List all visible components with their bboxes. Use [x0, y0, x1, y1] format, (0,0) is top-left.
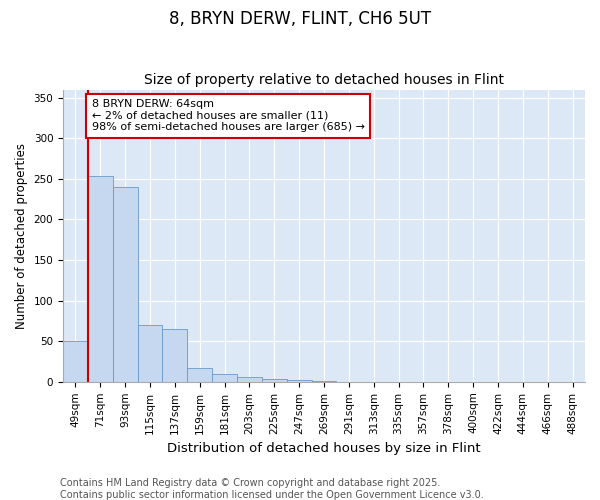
Bar: [311, 381, 337, 382]
Bar: [212, 374, 237, 382]
Text: 8 BRYN DERW: 64sqm
← 2% of detached houses are smaller (11)
98% of semi-detached: 8 BRYN DERW: 64sqm ← 2% of detached hous…: [92, 100, 365, 132]
Bar: [88, 176, 113, 382]
Bar: [187, 368, 212, 382]
Bar: [262, 380, 287, 382]
Bar: [287, 380, 311, 382]
Y-axis label: Number of detached properties: Number of detached properties: [15, 142, 28, 328]
X-axis label: Distribution of detached houses by size in Flint: Distribution of detached houses by size …: [167, 442, 481, 455]
Bar: [113, 187, 137, 382]
Bar: [63, 341, 88, 382]
Bar: [137, 325, 163, 382]
Text: Contains HM Land Registry data © Crown copyright and database right 2025.
Contai: Contains HM Land Registry data © Crown c…: [60, 478, 484, 500]
Title: Size of property relative to detached houses in Flint: Size of property relative to detached ho…: [144, 73, 504, 87]
Text: 8, BRYN DERW, FLINT, CH6 5UT: 8, BRYN DERW, FLINT, CH6 5UT: [169, 10, 431, 28]
Bar: [237, 377, 262, 382]
Bar: [163, 329, 187, 382]
